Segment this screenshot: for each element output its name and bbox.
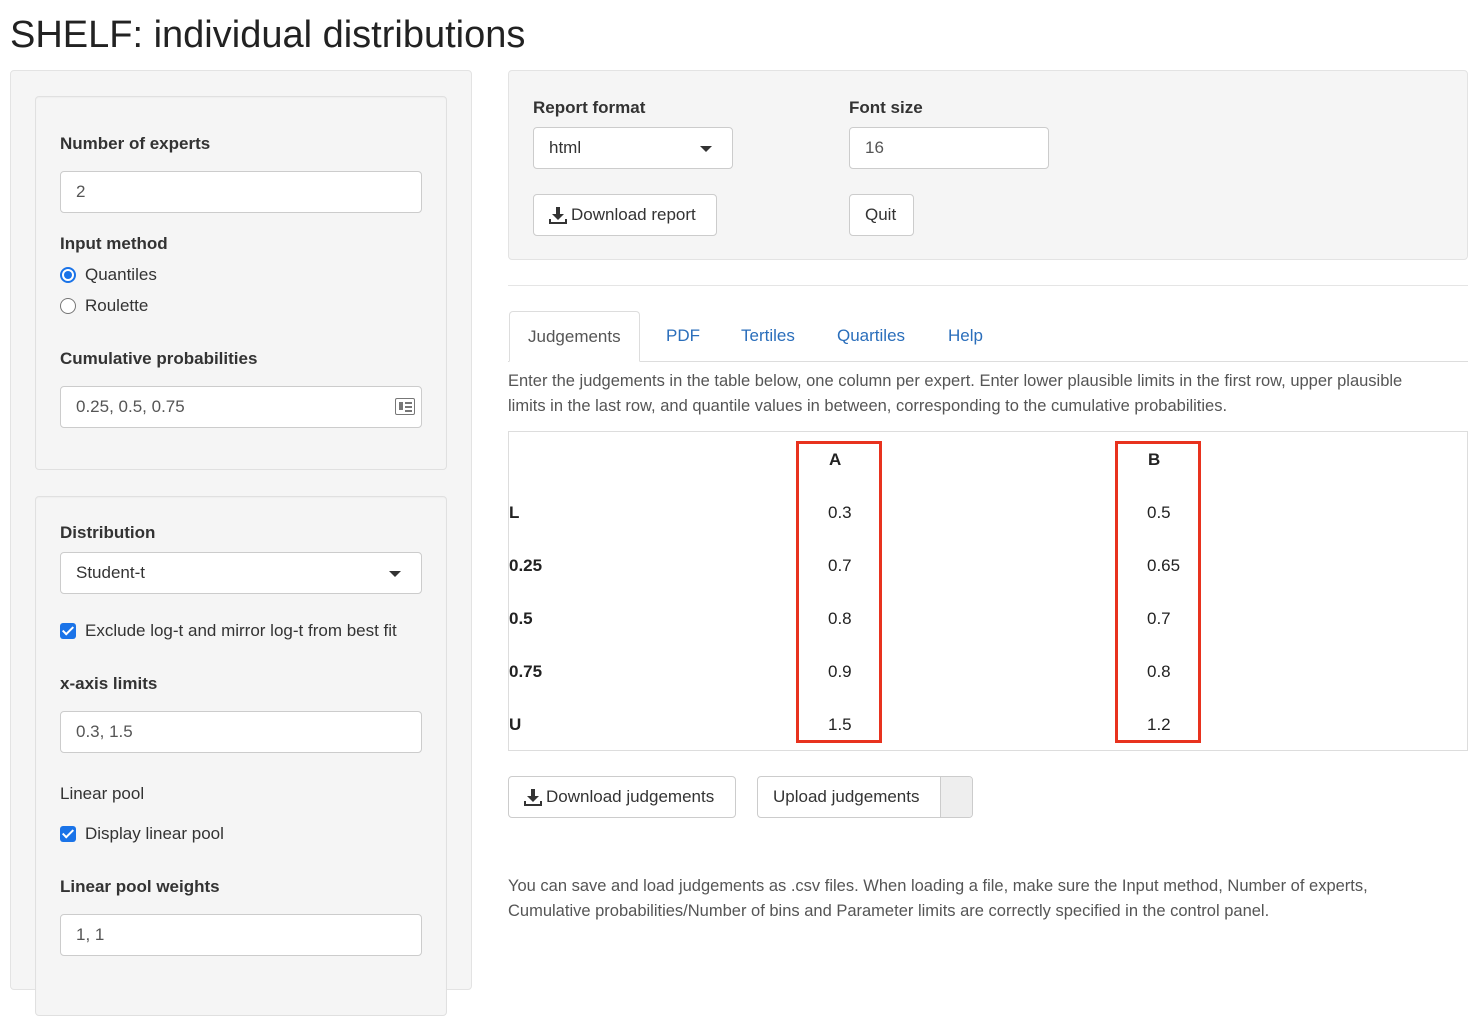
report-format-select[interactable]: html [533,127,733,169]
cumulative-probabilities-label: Cumulative probabilities [60,349,258,368]
report-format-label: Report format [533,98,646,117]
cell-a-l[interactable]: 0.3 [828,503,852,522]
cell-b-075[interactable]: 0.8 [1147,662,1171,681]
cumulative-probabilities-input[interactable]: 0.25, 0.5, 0.75 [60,386,422,428]
radio-button-icon[interactable] [60,267,76,283]
exclude-log-t-checkbox[interactable]: Exclude log-t and mirror log-t from best… [60,621,397,641]
input-method-label: Input method [60,234,168,253]
cell-b-05[interactable]: 0.7 [1147,609,1171,628]
upload-judgements-label: Upload judgements [773,787,920,806]
divider [508,285,1468,286]
highlight-box-column-a [796,441,882,743]
display-linear-pool-checkbox[interactable]: Display linear pool [60,824,224,844]
footer-note-line-2: Cumulative probabilities/Number of bins … [508,902,1270,920]
linear-pool-weights-input[interactable]: 1, 1 [60,914,422,956]
row-label-025: 0.25 [509,556,543,575]
column-header-a: A [829,450,842,469]
num-experts-input[interactable]: 2 [60,171,422,213]
sidebar-panel: Number of experts 2 Input method Quantil… [10,70,472,1016]
tab-pdf[interactable]: PDF [666,326,700,345]
cell-b-l[interactable]: 0.5 [1147,503,1171,522]
footer-note-line-1: You can save and load judgements as .csv… [508,877,1368,895]
download-icon [549,206,567,224]
linear-pool-weights-label: Linear pool weights [60,877,220,896]
highlight-box-column-b [1115,441,1201,743]
row-label-u: U [509,715,522,734]
contact-card-icon [395,398,415,415]
download-judgements-button[interactable]: Download judgements [508,776,736,818]
report-format-value: html [549,138,582,157]
row-label-l: L [509,503,520,522]
x-axis-limits-label: x-axis limits [60,674,158,693]
quit-button[interactable]: Quit [849,194,914,236]
distribution-settings-well: Distribution Student-t Exclude log-t and… [35,496,447,1016]
cell-a-u[interactable]: 1.5 [828,715,852,734]
font-size-label: Font size [849,98,923,117]
row-label-075: 0.75 [509,662,543,681]
cell-a-075[interactable]: 0.9 [828,662,852,681]
distribution-select[interactable]: Student-t [60,552,422,594]
chevron-down-icon [389,571,401,577]
num-experts-label: Number of experts [60,134,211,153]
tab-quartiles[interactable]: Quartiles [837,326,906,345]
cell-b-u[interactable]: 1.2 [1147,715,1171,734]
download-icon [524,788,542,806]
cell-b-025[interactable]: 0.65 [1147,556,1181,575]
page-title: SHELF: individual distributions [10,14,526,56]
instructions-line-1: Enter the judgements in the table below,… [508,372,1403,390]
cumulative-probabilities-value: 0.25, 0.5, 0.75 [76,397,185,416]
linear-pool-label: Linear pool [60,784,145,803]
cell-a-05[interactable]: 0.8 [828,609,852,628]
tab-tertiles[interactable]: Tertiles [741,326,795,345]
tab-help[interactable]: Help [948,326,983,345]
display-linear-pool-label: Display linear pool [85,824,224,843]
x-axis-limits-input[interactable]: 0.3, 1.5 [60,711,422,753]
distribution-value: Student-t [76,563,145,582]
upload-side-segment[interactable] [940,777,972,817]
exclude-log-t-label: Exclude log-t and mirror log-t from best… [85,621,397,640]
checkbox-checked-icon[interactable] [60,623,76,639]
distribution-label: Distribution [60,523,156,542]
quit-label: Quit [865,205,897,224]
judgements-table: A B L 0.25 0.5 0.75 U 0.3 0.7 0.8 0.9 1.… [508,431,1468,751]
download-report-button[interactable]: Download report [533,194,717,236]
download-report-label: Download report [571,205,696,224]
input-settings-well: Number of experts 2 Input method Quantil… [35,96,447,470]
download-judgements-label: Download judgements [546,787,715,806]
radio-roulette-label: Roulette [85,296,149,315]
radio-quantiles[interactable]: Quantiles [60,265,157,285]
radio-quantiles-label: Quantiles [85,265,157,284]
tabs-baseline [508,361,1468,362]
report-panel: Report format html Font size 16 Download… [508,70,1468,260]
tab-judgements[interactable]: Judgements [509,311,640,362]
cell-a-025[interactable]: 0.7 [828,556,852,575]
instructions-line-2: limits in the last row, and quantile val… [508,397,1228,415]
checkbox-checked-icon[interactable] [60,826,76,842]
row-label-05: 0.5 [509,609,533,628]
upload-judgements-button[interactable]: Upload judgements [757,776,973,818]
font-size-input[interactable]: 16 [849,127,1049,169]
chevron-down-icon [700,146,712,152]
radio-roulette[interactable]: Roulette [60,296,148,316]
radio-button-icon[interactable] [60,298,76,314]
column-header-b: B [1148,450,1161,469]
